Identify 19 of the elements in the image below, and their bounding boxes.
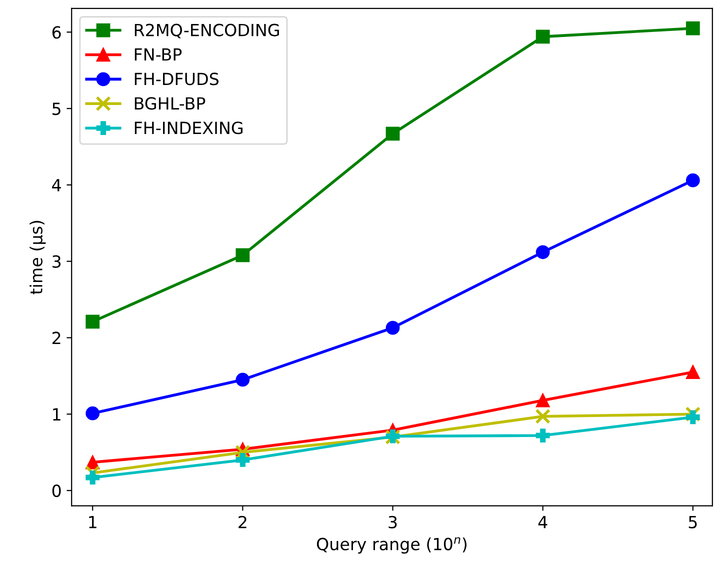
x-tick-label: 2 (238, 516, 246, 528)
y-tick-label: 1 (53, 408, 60, 420)
x-axis-title: Query range (10$^{n}$) (316, 537, 467, 554)
y-tick-label: 6 (52, 26, 61, 39)
y-axis-title: time (μs) (30, 220, 46, 294)
x-tick-label: 1 (89, 516, 96, 528)
y-tick-label: 4 (52, 179, 61, 192)
y-tick-label: 2 (52, 332, 60, 344)
legend-label: R2MQ-ENCODING (134, 24, 279, 38)
x-tick-label: 4 (538, 516, 548, 528)
legend-label: FN-BP (134, 48, 182, 61)
legend-label: FH-DFUDS (134, 72, 219, 86)
y-tick-label: 5 (52, 102, 60, 116)
y-tick-label: 0 (52, 484, 61, 498)
y-tick-label: 3 (52, 255, 61, 268)
legend-label: FH-INDEXING (134, 122, 242, 134)
legend-label: BGHL-BP (134, 97, 206, 110)
x-tick-label: 3 (388, 516, 397, 528)
x-tick-label: 5 (688, 516, 697, 528)
